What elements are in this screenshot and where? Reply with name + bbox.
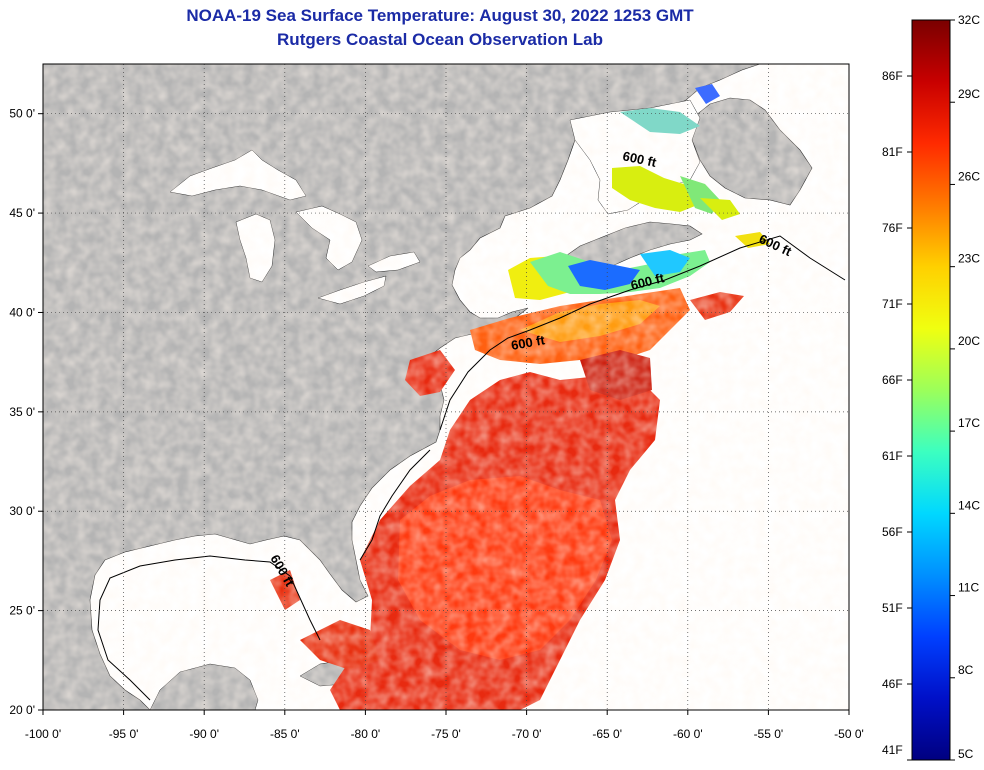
colorbar-label-c: 14C <box>958 498 980 512</box>
colorbar-label-c: 5C <box>958 747 974 761</box>
lat-tick-label: 20 0' <box>9 703 35 717</box>
map-layers <box>43 64 849 710</box>
lat-tick-label: 50 0' <box>9 107 35 121</box>
colorbar-label-c: 11C <box>958 581 979 595</box>
lat-tick-label: 25 0' <box>9 604 35 618</box>
lat-tick-label: 30 0' <box>9 504 35 518</box>
colorbar-label-f: 66F <box>882 373 903 387</box>
sst-cool-field <box>508 84 770 300</box>
colorbar-label-c: 32C <box>958 13 980 27</box>
colorbar-label-f: 41F <box>882 743 903 757</box>
colorbar-label-f: 71F <box>882 297 903 311</box>
colorbar-label-c: 8C <box>958 663 974 677</box>
lon-tick-label: -80 0' <box>351 727 381 741</box>
colorbar-label-f: 76F <box>882 221 903 235</box>
lon-tick-label: -70 0' <box>512 727 542 741</box>
lon-tick-label: -90 0' <box>189 727 219 741</box>
lon-tick-label: -65 0' <box>592 727 622 741</box>
lon-tick-label: -95 0' <box>109 727 139 741</box>
lon-tick-label: -100 0' <box>25 727 61 741</box>
lat-tick-label: 40 0' <box>9 305 35 319</box>
colorbar: 32C 29C 26C 23C 20C 17C 14C 11C 8C 5C 86F 81F 76F 71F… <box>882 13 980 761</box>
colorbar-label-f: 46F <box>882 677 903 691</box>
colorbar-label-c: 23C <box>958 252 980 266</box>
colorbar-label-f: 51F <box>882 601 903 615</box>
lon-tick-label: -55 0' <box>754 727 784 741</box>
lon-tick-label: -75 0' <box>431 727 461 741</box>
colorbar-label-c: 20C <box>958 334 980 348</box>
isobath-label: 600 ft <box>621 148 658 170</box>
map-title: NOAA-19 Sea Surface Temperature: August … <box>186 6 694 25</box>
colorbar-label-f: 56F <box>882 525 903 539</box>
colorbar-label-f: 86F <box>882 69 903 83</box>
lat-tick-label: 45 0' <box>9 206 35 220</box>
colorbar-ticks: 32C 29C 26C 23C 20C 17C 14C 11C 8C 5C 86F 81F 76F 71F… <box>882 13 980 761</box>
colorbar-label-c: 29C <box>958 87 980 101</box>
longitude-ticks: -100 0' -95 0' -90 0' -85 0' -80 0' -75 0' -70… <box>25 710 864 741</box>
sst-warm-field <box>43 64 849 710</box>
colorbar-label-c: 26C <box>958 169 980 183</box>
latitude-ticks: 20 0' 25 0' 30 0' 35 0' 40 0' 45 0' 50 0' <box>9 107 43 717</box>
colorbar-label-f: 61F <box>882 449 903 463</box>
colorbar-gradient <box>911 19 951 761</box>
lat-tick-label: 35 0' <box>9 405 35 419</box>
lon-tick-label: -50 0' <box>834 727 864 741</box>
lon-tick-label: -60 0' <box>673 727 703 741</box>
isobath-label: 600 ft <box>510 332 547 353</box>
colorbar-label-f: 81F <box>882 145 903 159</box>
colorbar-label-c: 17C <box>958 416 980 430</box>
lon-tick-label: -85 0' <box>270 727 300 741</box>
map-subtitle: Rutgers Coastal Ocean Observation Lab <box>277 30 603 49</box>
isobath-contours <box>97 235 846 701</box>
